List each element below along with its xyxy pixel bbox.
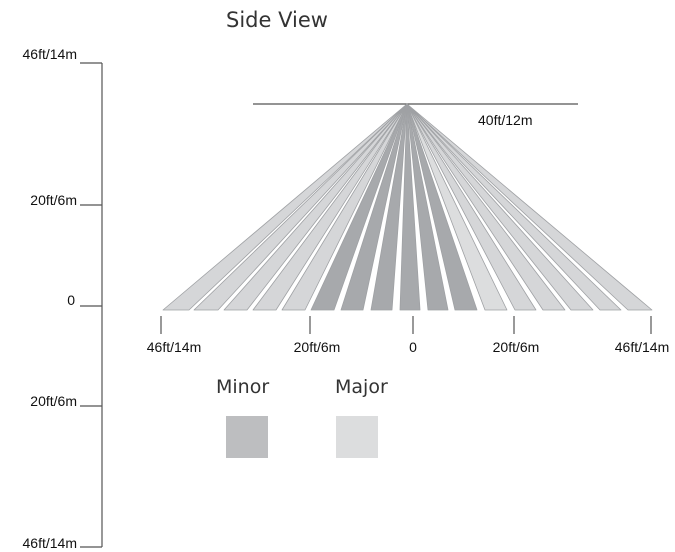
detection-zone-segment xyxy=(406,103,478,311)
legend-major-swatch xyxy=(336,416,378,458)
detection-zone-segment xyxy=(340,103,408,311)
detection-zone-segment xyxy=(406,103,449,311)
detection-zone-segment xyxy=(406,103,594,311)
vertical-label: 20ft/6m xyxy=(30,393,77,409)
horizontal-label: 0 xyxy=(409,339,417,355)
legend-minor-label: Minor xyxy=(216,376,270,398)
detection-zone-segment xyxy=(406,103,622,311)
vertical-label: 46ft/14m xyxy=(22,535,77,551)
detection-zone-segment xyxy=(406,103,566,311)
vertical-label: 46ft/14m xyxy=(22,46,77,62)
detection-zone-segment xyxy=(252,103,408,311)
detection-zone-segment xyxy=(310,103,408,311)
detection-zone-segment xyxy=(162,103,408,311)
horizontal-label: 46ft/14m xyxy=(614,339,670,355)
detection-zone-segment xyxy=(406,103,537,311)
vertical-label: 0 xyxy=(67,292,75,308)
detection-zone-segment xyxy=(281,103,408,311)
detection-zone-segment xyxy=(223,103,408,311)
detection-zones xyxy=(162,103,653,311)
horizontal-label: 20ft/6m xyxy=(293,339,341,355)
mount-height-label: 40ft/12m xyxy=(478,112,533,128)
detection-zone-segment xyxy=(406,103,653,311)
horizontal-label: 46ft/14m xyxy=(146,339,202,355)
legend-major-label: Major xyxy=(335,376,388,398)
detection-zone-segment xyxy=(406,103,508,311)
horizontal-label: 20ft/6m xyxy=(492,339,540,355)
vertical-label: 20ft/6m xyxy=(30,192,77,208)
diagram-title: Side View xyxy=(226,8,328,32)
detection-zone-segment xyxy=(399,103,421,311)
detection-zone-segment xyxy=(193,103,408,311)
legend-minor-swatch xyxy=(226,416,268,458)
detection-zone-segment xyxy=(370,103,408,311)
